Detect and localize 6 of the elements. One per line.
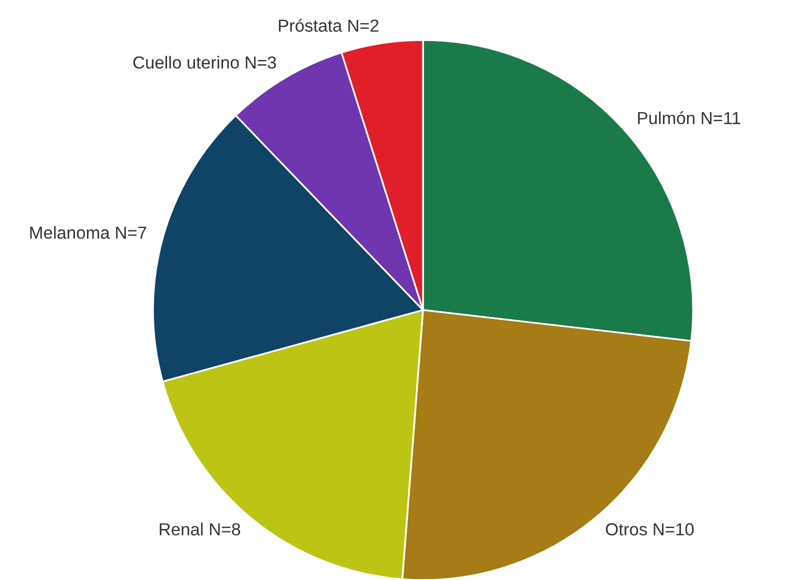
slice-label: Próstata N=2 — [278, 18, 378, 32]
slice-label: Renal N=8 — [160, 522, 240, 536]
slice-label: Melanoma N=7 — [30, 226, 146, 239]
slice-label: Otros N=10 — [606, 523, 694, 536]
slice-label: Cuello uterino N=3 — [133, 56, 276, 69]
slice-label: Pulmón N=11 — [638, 111, 740, 124]
